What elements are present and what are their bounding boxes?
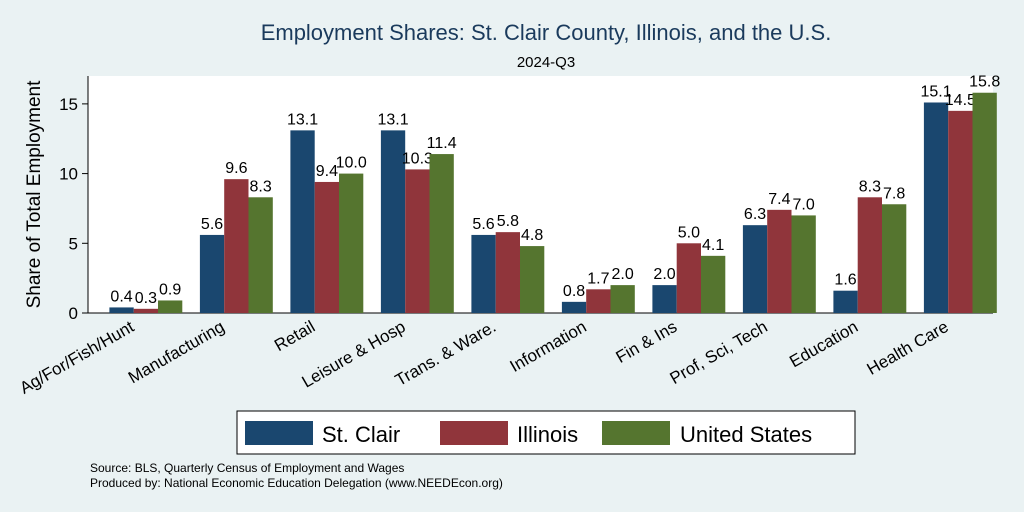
bar-value-label: 10.3 <box>402 150 433 167</box>
bar <box>767 209 792 313</box>
bar-value-label: 4.1 <box>702 237 724 254</box>
y-axis-title: Share of Total Employment <box>24 80 45 308</box>
bar-value-label: 15.8 <box>969 74 1000 91</box>
bar <box>429 154 454 313</box>
y-tick-label: 5 <box>69 234 78 253</box>
legend-box <box>236 410 856 455</box>
bar <box>158 300 183 313</box>
bar <box>923 102 949 313</box>
bar <box>972 92 997 314</box>
y-tick-label: 0 <box>69 304 78 323</box>
bar-value-label: 1.7 <box>587 270 609 287</box>
bar <box>133 308 158 313</box>
bar-value-label: 5.0 <box>678 224 700 241</box>
bar <box>520 246 545 313</box>
producer-note: Produced by: National Economic Education… <box>90 476 503 490</box>
bar <box>948 110 973 314</box>
bar-value-label: 9.6 <box>225 160 247 177</box>
bar-value-label: 2.0 <box>612 266 634 283</box>
bar-value-label: 5.6 <box>201 216 223 233</box>
chart-title: Employment Shares: St. Clair County, Ill… <box>261 20 832 45</box>
x-category-label: Education <box>786 317 861 371</box>
bar-value-label: 13.1 <box>377 111 408 128</box>
bar-value-label: 8.3 <box>250 178 272 195</box>
bar <box>314 181 339 313</box>
bar <box>290 130 315 313</box>
x-category-label: Fin & Ins <box>613 317 681 367</box>
bar <box>471 234 496 313</box>
bar-value-label: 7.8 <box>883 185 905 202</box>
bar <box>857 197 882 313</box>
bar-value-label: 6.3 <box>744 206 766 223</box>
x-category-label: Ag/For/Fish/Hunt <box>16 317 137 398</box>
x-category-label: Retail <box>271 317 318 355</box>
bar-value-label: 5.8 <box>497 213 519 230</box>
bar-value-label: 10.0 <box>336 155 367 172</box>
x-category-label: Prof, Sci, Tech <box>667 317 771 388</box>
bar-value-label: 7.0 <box>793 196 815 213</box>
bar-value-label: 9.4 <box>316 163 338 180</box>
x-category-label: Health Care <box>864 317 952 379</box>
legend-swatch <box>602 421 670 445</box>
legend-swatch <box>245 421 313 445</box>
y-tick-label: 15 <box>59 95 78 114</box>
bar-value-label: 4.8 <box>521 227 543 244</box>
bar-value-label: 13.1 <box>287 111 318 128</box>
legend-label: St. Clair <box>322 422 400 447</box>
bar <box>224 179 249 313</box>
bar <box>701 255 726 313</box>
bar <box>610 285 635 313</box>
bar-value-label: 0.9 <box>159 281 181 298</box>
bar-value-label: 1.6 <box>834 272 856 289</box>
bar <box>339 173 364 313</box>
bar <box>380 130 406 313</box>
bar <box>833 290 858 313</box>
bar-value-label: 0.8 <box>563 283 585 300</box>
bar <box>248 197 273 313</box>
bar <box>791 215 816 313</box>
bar <box>561 301 587 313</box>
bar-value-label: 7.4 <box>768 191 790 208</box>
bar <box>586 289 611 313</box>
chart-subtitle: 2024-Q3 <box>517 54 575 71</box>
bar-value-label: 11.4 <box>427 135 457 152</box>
bar-value-label: 2.0 <box>653 266 675 283</box>
bar <box>495 232 520 313</box>
x-category-label: Trans. & Ware. <box>392 317 499 390</box>
x-category-label: Information <box>507 317 590 376</box>
bar <box>652 285 677 313</box>
bar <box>199 234 225 313</box>
bar <box>676 243 701 313</box>
x-category-label: Manufacturing <box>125 317 228 387</box>
bar-value-label: 15.1 <box>920 83 951 100</box>
source-note: Source: BLS, Quarterly Census of Employm… <box>90 461 405 475</box>
bar <box>405 169 430 313</box>
legend-label: Illinois <box>517 422 578 447</box>
bar <box>742 225 768 313</box>
bar-value-label: 0.4 <box>110 288 132 305</box>
y-tick-label: 10 <box>59 165 78 184</box>
bar <box>109 307 134 313</box>
bar-value-label: 5.6 <box>472 216 494 233</box>
bar-value-label: 14.5 <box>945 92 976 109</box>
legend-swatch <box>440 421 508 445</box>
bar-value-label: 8.3 <box>859 178 881 195</box>
legend-label: United States <box>680 422 812 447</box>
bar-value-label: 0.3 <box>135 290 157 307</box>
bar <box>882 204 907 313</box>
